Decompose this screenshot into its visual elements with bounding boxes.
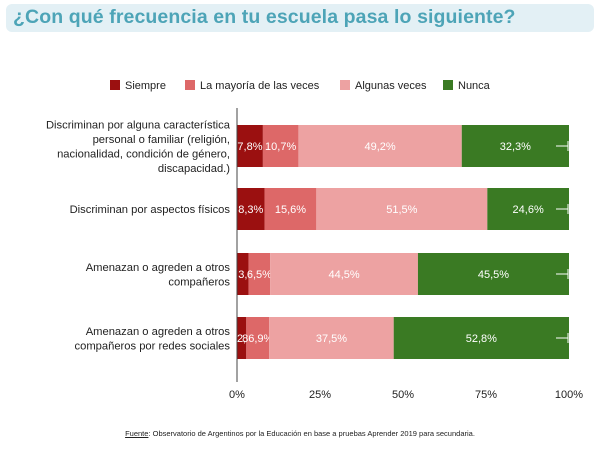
source-label: Fuente <box>125 429 149 438</box>
bar-value-label-1-0: 8,3% <box>238 204 263 216</box>
bar-value-label-3-1: 86,9% <box>242 333 273 345</box>
bar-segment-1-3 <box>487 188 569 230</box>
bar-value-label-3-0: 2, <box>237 333 246 345</box>
category-label-3-1: compañeros por redes sociales <box>75 340 231 352</box>
bar-segment-0-3 <box>461 125 569 167</box>
title-banner <box>6 4 594 32</box>
bar-value-label-1-2: 51,5% <box>386 204 417 216</box>
bar-segment-2-1 <box>248 253 271 295</box>
source-footnote: Fuente: Observatorio de Argentinos por l… <box>0 429 600 438</box>
bar-value-label-1-1: 15,6% <box>275 204 306 216</box>
x-tick-label-1: 25% <box>309 389 331 401</box>
bar-value-label-2-2: 44,5% <box>328 269 359 281</box>
legend-label-1: La mayoría de las veces <box>200 80 320 92</box>
bar-value-label-3-3: 52,8% <box>466 333 497 345</box>
bar-value-label-1-3: 24,6% <box>513 204 544 216</box>
chart-title: ¿Con qué frecuencia en tu escuela pasa l… <box>13 6 516 28</box>
legend-swatch-0 <box>110 80 120 90</box>
category-label-0-2: nacionalidad, condición de género, <box>57 148 230 160</box>
category-label-0-1: personal o familiar (religión, <box>93 134 230 146</box>
bar-segment-2-3 <box>417 253 569 295</box>
bar-value-label-0-3: 32,3% <box>500 141 531 153</box>
bar-value-label-0-2: 49,2% <box>364 141 395 153</box>
legend-label-0: Siempre <box>125 80 166 92</box>
bar-segment-0-2 <box>298 125 462 167</box>
category-label-0-3: discapacidad.) <box>158 163 230 175</box>
bar-value-label-3-2: 37,5% <box>316 333 347 345</box>
legend-swatch-3 <box>443 80 453 90</box>
category-label-3-0: Amenazan o agreden a otros <box>86 326 231 338</box>
x-tick-label-3: 75% <box>475 389 497 401</box>
bar-segment-0-0 <box>237 125 263 167</box>
bar-segment-2-0 <box>237 253 249 295</box>
source-text: : Observatorio de Argentinos por la Educ… <box>148 429 475 438</box>
bar-segment-3-2 <box>269 317 394 359</box>
bar-segment-0-1 <box>262 125 299 167</box>
bar-value-label-0-0: 7,8% <box>237 141 262 153</box>
legend-label-3: Nunca <box>458 80 491 92</box>
x-tick-label-0: 0% <box>229 389 245 401</box>
bar-segment-3-0 <box>237 317 247 359</box>
bar-segment-2-2 <box>270 253 418 295</box>
x-tick-label-2: 50% <box>392 389 414 401</box>
bar-segment-1-0 <box>237 188 265 230</box>
bar-segment-1-1 <box>264 188 317 230</box>
category-label-2-1: compañeros <box>168 276 230 288</box>
bar-value-label-2-3: 45,5% <box>478 269 509 281</box>
x-tick-label-4: 100% <box>555 389 583 401</box>
legend-label-2: Algunas veces <box>355 80 427 92</box>
bar-value-label-2-0: 3, <box>238 269 247 281</box>
category-label-0-0: Discriminan por alguna característica <box>46 119 231 131</box>
legend-swatch-2 <box>340 80 350 90</box>
category-label-1-0: Discriminan por aspectos físicos <box>70 204 231 216</box>
bar-value-label-2-1: 6,5% <box>247 269 272 281</box>
bar-value-label-0-1: 10,7% <box>265 141 296 153</box>
bar-segment-1-2 <box>316 188 488 230</box>
legend-swatch-1 <box>185 80 195 90</box>
bar-segment-3-1 <box>246 317 270 359</box>
bar-segment-3-3 <box>393 317 569 359</box>
category-label-2-0: Amenazan o agreden a otros <box>86 262 231 274</box>
